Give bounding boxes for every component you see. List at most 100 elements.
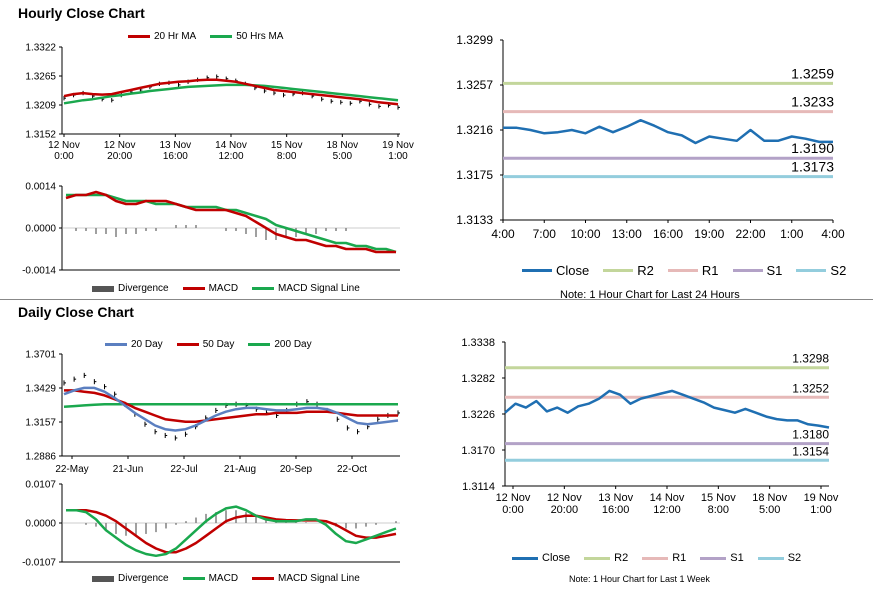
daily-levels-y-tick-label: 1.3170 bbox=[461, 445, 495, 457]
hourly-price-y-tick-label: 1.3322 bbox=[25, 43, 56, 54]
legend-swatch bbox=[252, 287, 275, 290]
daily-price-x-tick-label: 22-May bbox=[55, 464, 88, 475]
legend-swatch bbox=[182, 577, 205, 580]
hourly-price-x-tick-label: 13 Nov bbox=[159, 140, 191, 151]
hourly-price-x-tick-label: 20:00 bbox=[107, 151, 132, 162]
level-label-r2: 1.3259 bbox=[791, 65, 834, 81]
legend-swatch bbox=[210, 35, 233, 38]
legend-label: S2 bbox=[830, 263, 847, 278]
legend-label: 50 Hrs MA bbox=[236, 31, 284, 42]
legend-label: Close bbox=[542, 552, 571, 564]
daily-price-y-tick-label: 1.3701 bbox=[25, 350, 56, 361]
hourly-macd-y-tick-label: 0.0014 bbox=[25, 182, 56, 193]
legend-label: Close bbox=[556, 263, 590, 278]
hourly-levels-legend: Close R2 R1 S1 S2 bbox=[522, 263, 860, 278]
legend-label: 20 Hr MA bbox=[154, 31, 197, 42]
daily-price-x-tick-label: 20-Sep bbox=[280, 464, 313, 475]
legend-s1: S1 bbox=[732, 263, 783, 278]
hourly-price-x-tick-label: 12 Nov bbox=[48, 140, 80, 151]
hourly-levels-x-tick-label: 16:00 bbox=[653, 227, 683, 241]
legend-label: 50 Day bbox=[202, 339, 235, 350]
hourly-levels-x-tick-label: 4:00 bbox=[821, 227, 845, 241]
hourly-levels-y-tick-label: 1.3257 bbox=[456, 78, 493, 92]
daily-levels-x-tick-label: 14 Nov bbox=[650, 492, 685, 504]
hourly-price-x-tick-label: 18 Nov bbox=[326, 140, 358, 151]
hourly-levels-note: Note: 1 Hour Chart for Last 24 Hours bbox=[560, 289, 740, 301]
daily-price-x-tick-label: 22-Oct bbox=[337, 464, 367, 475]
legend-swatch bbox=[248, 343, 271, 346]
daily-levels-x-tick-label: 16:00 bbox=[602, 504, 630, 516]
legend-label: MACD bbox=[208, 573, 239, 584]
level-label-s1: 1.3180 bbox=[792, 428, 829, 442]
daily-macd-legend: Divergence MACD MACD Signal Line bbox=[92, 573, 374, 584]
legend-label: S1 bbox=[766, 263, 783, 278]
hourly-price-y-tick-label: 1.3152 bbox=[25, 130, 56, 141]
daily-levels-x-tick-label: 13 Nov bbox=[598, 492, 633, 504]
daily-macd-y-tick-label: 0.0107 bbox=[25, 480, 56, 491]
hourly-levels-y-tick-label: 1.3299 bbox=[456, 33, 493, 47]
legend-20hr-ma: 20 Hr MA bbox=[128, 31, 196, 42]
hourly-price-y-tick-label: 1.3209 bbox=[25, 101, 56, 112]
daily-price-x-tick-label: 21-Jun bbox=[113, 464, 144, 475]
legend-label: S1 bbox=[730, 552, 744, 564]
hourly-levels-x-tick-label: 7:00 bbox=[533, 227, 557, 241]
legend-200-day: 200 Day bbox=[248, 339, 312, 350]
hourly-price-legend: 20 Hr MA 50 Hrs MA bbox=[128, 31, 297, 42]
level-label-r1: 1.3233 bbox=[791, 94, 834, 110]
hourly-levels-y-tick-label: 1.3216 bbox=[456, 123, 493, 137]
legend-label: R1 bbox=[672, 552, 687, 564]
legend-swatch bbox=[105, 343, 127, 346]
legend-swatch bbox=[757, 556, 784, 560]
daily-price-y-tick-label: 1.3429 bbox=[25, 384, 56, 395]
daily-levels-x-tick-label: 19 Nov bbox=[804, 492, 839, 504]
daily-levels-x-tick-label: 0:00 bbox=[502, 504, 523, 516]
daily-levels-x-tick-label: 12 Nov bbox=[547, 492, 582, 504]
level-label-s1: 1.3190 bbox=[791, 140, 834, 156]
hourly-price-x-tick-label: 19 Nov bbox=[382, 140, 414, 151]
ma-20day-line bbox=[63, 386, 399, 432]
legend-50-day: 50 Day bbox=[176, 339, 235, 350]
legend-close: Close bbox=[512, 552, 570, 564]
legend-20-day: 20 Day bbox=[105, 339, 163, 350]
hourly-macd-y-tick-label: -0.0014 bbox=[22, 266, 56, 277]
level-label-s2: 1.3154 bbox=[792, 444, 829, 458]
daily-levels-note: Note: 1 Hour Chart for Last 1 Week bbox=[569, 574, 710, 584]
daily-macd-y-tick-label: -0.0107 bbox=[22, 558, 56, 569]
section-divider bbox=[0, 299, 873, 300]
legend-macd-signal: MACD Signal Line bbox=[252, 283, 360, 294]
legend-label: R1 bbox=[701, 263, 719, 278]
hourly-macd-y-tick-label: 0.0000 bbox=[25, 224, 56, 235]
hourly-price-x-tick-label: 12 Nov bbox=[104, 140, 136, 151]
level-label-r1: 1.3252 bbox=[792, 381, 829, 395]
daily-levels-legend: Close R2 R1 S1 S2 bbox=[512, 552, 815, 564]
legend-macd: MACD bbox=[182, 573, 239, 584]
legend-label: MACD Signal Line bbox=[278, 573, 360, 584]
legend-divergence: Divergence bbox=[92, 573, 169, 584]
hourly-price-x-tick-label: 15 Nov bbox=[271, 140, 303, 151]
legend-r1: R1 bbox=[642, 552, 686, 564]
legend-swatch bbox=[642, 556, 669, 560]
level-label-s2: 1.3173 bbox=[791, 159, 834, 175]
ma-50hr-line bbox=[63, 83, 399, 105]
daily-levels-x-tick-label: 12:00 bbox=[653, 504, 681, 516]
hourly-price-x-tick-label: 14 Nov bbox=[215, 140, 247, 151]
hourly-price-x-tick-label: 1:00 bbox=[388, 151, 408, 162]
legend-swatch bbox=[584, 556, 611, 560]
hourly-price-x-tick-label: 5:00 bbox=[333, 151, 353, 162]
hourly-levels-x-tick-label: 19:00 bbox=[694, 227, 724, 241]
daily-levels-y-tick-label: 1.3338 bbox=[461, 337, 495, 349]
daily-price-y-tick-label: 1.2886 bbox=[25, 452, 56, 463]
daily-price-legend: 20 Day 50 Day 200 Day bbox=[105, 339, 326, 350]
daily-levels-x-tick-label: 1:00 bbox=[810, 504, 831, 516]
legend-label: R2 bbox=[614, 552, 629, 564]
ma-20hr-line bbox=[63, 78, 399, 106]
daily-levels-x-tick-label: 15 Nov bbox=[701, 492, 736, 504]
legend-s1: S1 bbox=[700, 552, 744, 564]
legend-swatch bbox=[128, 35, 150, 38]
legend-swatch bbox=[603, 269, 634, 272]
legend-label: Divergence bbox=[118, 283, 169, 294]
hourly-levels-x-tick-label: 1:00 bbox=[780, 227, 804, 241]
legend-s2: S2 bbox=[757, 552, 801, 564]
legend-swatch bbox=[700, 556, 727, 560]
